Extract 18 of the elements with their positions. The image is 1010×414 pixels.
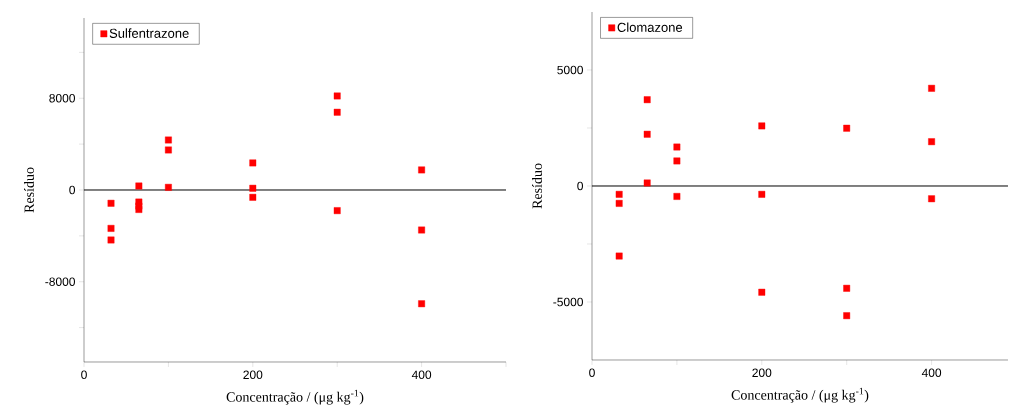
y-tick-label: -8000	[45, 277, 76, 286]
legend-label: Clomazone	[617, 22, 683, 32]
x-tick-label: 0	[589, 368, 595, 378]
y-tick-label: 5000	[557, 65, 583, 75]
legend-label: Sulfentrazone	[109, 28, 189, 38]
y-tick-label: -5000	[553, 297, 583, 307]
x-tick-label: 200	[752, 368, 772, 378]
x-axis-title: Concentração / (μg kg$^{-1}$)	[226, 389, 364, 405]
y-axis-title: Resíduo	[532, 163, 542, 209]
y-tick-label: 8000	[49, 94, 76, 103]
y-tick-label: 0	[69, 185, 76, 195]
x-tick-label: 400	[411, 370, 432, 380]
x-tick-label: 0	[81, 370, 87, 380]
y-axis-title: Resíduo	[24, 167, 34, 213]
x-tick-label: 400	[921, 368, 942, 378]
x-tick-label: 200	[243, 370, 263, 380]
y-tick-label: 0	[577, 181, 584, 191]
x-axis-title: Concentração / (μg kg$^{-1}$)	[731, 387, 869, 403]
